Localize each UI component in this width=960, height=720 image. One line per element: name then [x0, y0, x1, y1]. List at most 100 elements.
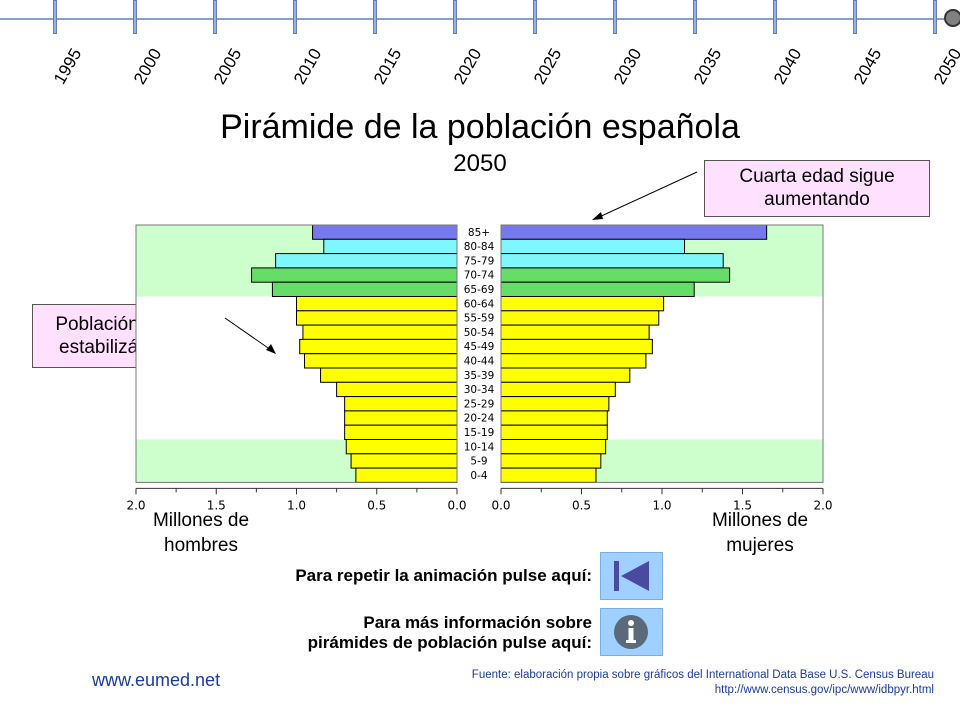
bar-mujeres-25-29	[500, 396, 610, 412]
timeline-tick	[693, 0, 697, 34]
bar-mujeres-75-79	[500, 253, 724, 269]
axis-caption-line: hombres	[164, 535, 238, 556]
age-label-5-9: 5-9	[470, 456, 487, 468]
axis-caption-line: Millones de	[152, 510, 250, 531]
repeat-animation-button[interactable]	[600, 552, 663, 600]
age-label-45-49: 45-49	[464, 341, 495, 353]
timeline-tick	[133, 0, 137, 34]
x-tick-label-right: 0.5	[572, 498, 591, 512]
axis-caption-line: mujeres	[726, 535, 794, 556]
age-group-labels: 85+ 80-84 75-79 70-74 65-69 60-64 55-59 50-54 45…	[464, 227, 495, 482]
age-label-50-54: 50-54	[464, 327, 495, 339]
timeline-tick	[293, 0, 297, 34]
bar-hombres-40-44	[304, 353, 458, 369]
bar-mujeres-15-19	[500, 424, 608, 441]
age-label-30-34: 30-34	[464, 384, 495, 396]
x-tick-label-left: 0.0	[447, 498, 466, 512]
axis-caption-line: Millones de	[711, 510, 809, 531]
age-label-85+: 85+	[468, 227, 490, 239]
timeline-tick	[213, 0, 217, 34]
prompt-line: Para más información sobre	[363, 613, 592, 632]
bar-hombres-20-24	[344, 410, 458, 426]
bar-mujeres-60-64	[500, 296, 665, 312]
bar-hombres-80-84	[323, 238, 458, 255]
age-label-25-29: 25-29	[464, 398, 495, 410]
timeline-slider-handle[interactable]	[944, 9, 960, 27]
callout-cuarta-edad: Cuarta edad sigue aumentando	[704, 160, 930, 217]
bar-mujeres-50-54	[500, 324, 650, 340]
source-line[interactable]: http://www.census.gov/ipc/www/idbpyr.htm…	[714, 684, 934, 696]
x-tick-label-left: 1.0	[287, 498, 306, 512]
bar-mujeres-85+	[500, 224, 768, 240]
bar-hombres-15-19	[344, 424, 458, 441]
timeline: 1995 2000 2005 2010 2015 2020 2025 2030 2035 2040…	[0, 0, 960, 90]
bar-mujeres-20-24	[500, 410, 608, 426]
timeline-tick	[773, 0, 777, 34]
age-label-35-39: 35-39	[464, 370, 495, 382]
x-tick-label-right: 1.5	[733, 498, 752, 512]
callout-line: Cuarta edad sigue	[739, 166, 895, 187]
x-axis-label-hombres: Millones de hombres	[131, 508, 271, 558]
age-label-15-19: 15-19	[464, 427, 495, 439]
age-label-20-24: 20-24	[464, 413, 495, 425]
bar-mujeres-55-59	[500, 310, 660, 326]
bar-mujeres-40-44	[500, 353, 647, 369]
plot-frame-right	[500, 224, 824, 483]
bar-mujeres-80-84	[500, 238, 686, 255]
bar-hombres-70-74	[251, 267, 458, 283]
repeat-animation-prompt: Para repetir la animación pulse aquí:	[295, 566, 592, 585]
bar-hombres-65-69	[271, 281, 458, 298]
more-info-prompt: Para más información sobre pirámides de …	[230, 613, 592, 653]
bar-mujeres-30-34	[500, 381, 616, 398]
age-label-10-14: 10-14	[464, 441, 495, 453]
bar-mujeres-10-14	[500, 439, 607, 455]
bar-hombres-60-64	[296, 296, 458, 312]
age-label-40-44: 40-44	[464, 356, 495, 368]
x-tick-label-left: 1.5	[207, 498, 226, 512]
arrow-to-active-population	[224, 317, 272, 351]
timeline-tick	[53, 0, 57, 34]
x-tick-label-left: 0.5	[367, 498, 386, 512]
bar-hombres-5-9	[350, 453, 458, 469]
timeline-tick	[373, 0, 377, 34]
arrowhead-to-active-population	[266, 344, 276, 354]
page-title: Pirámide de la población española	[220, 108, 740, 146]
bar-hombres-75-79	[275, 253, 458, 269]
bar-mujeres-5-9	[500, 453, 602, 469]
x-tick-label-left: 2.0	[126, 498, 145, 512]
info-icon	[614, 615, 648, 649]
prompt-line: pirámides de población pulse aquí:	[307, 633, 592, 652]
site-link[interactable]: www.eumed.net	[92, 670, 221, 690]
timeline-tick	[613, 0, 617, 34]
more-info-button[interactable]	[600, 608, 663, 656]
age-label-75-79: 75-79	[464, 255, 495, 267]
source-line: Fuente: elaboración propia sobre gráfico…	[471, 669, 934, 681]
age-label-70-74: 70-74	[464, 270, 495, 282]
bar-hombres-35-39	[320, 367, 458, 383]
age-label-60-64: 60-64	[464, 298, 495, 310]
bar-hombres-30-34	[336, 381, 458, 398]
bar-hombres-85+	[312, 224, 458, 240]
age-label-80-84: 80-84	[464, 241, 495, 253]
skip-to-start-icon	[614, 561, 649, 591]
plot-frame-left	[135, 224, 458, 483]
callout-line: aumentando	[764, 189, 870, 210]
bar-mujeres-0-4	[500, 467, 597, 483]
bar-hombres-0-4	[355, 467, 458, 483]
bar-hombres-45-49	[299, 338, 458, 355]
bar-mujeres-35-39	[500, 367, 631, 383]
arrow-to-85plus	[596, 171, 698, 219]
age-label-65-69: 65-69	[464, 284, 495, 296]
right-plot-mujeres: 0.0 0.5 1.0 1.5 2.0	[491, 224, 833, 512]
bar-hombres-25-29	[344, 396, 458, 412]
age-label-0-4: 0-4	[470, 470, 487, 482]
bar-hombres-50-54	[302, 324, 458, 340]
callout-arrows	[224, 171, 698, 354]
timeline-tick	[453, 0, 457, 34]
source-note: Fuente: elaboración propia sobre gráfico…	[472, 668, 934, 698]
timeline-tick	[933, 0, 937, 34]
bar-mujeres-65-69	[500, 281, 695, 298]
bar-mujeres-70-74	[500, 267, 731, 283]
timeline-tick	[533, 0, 537, 34]
